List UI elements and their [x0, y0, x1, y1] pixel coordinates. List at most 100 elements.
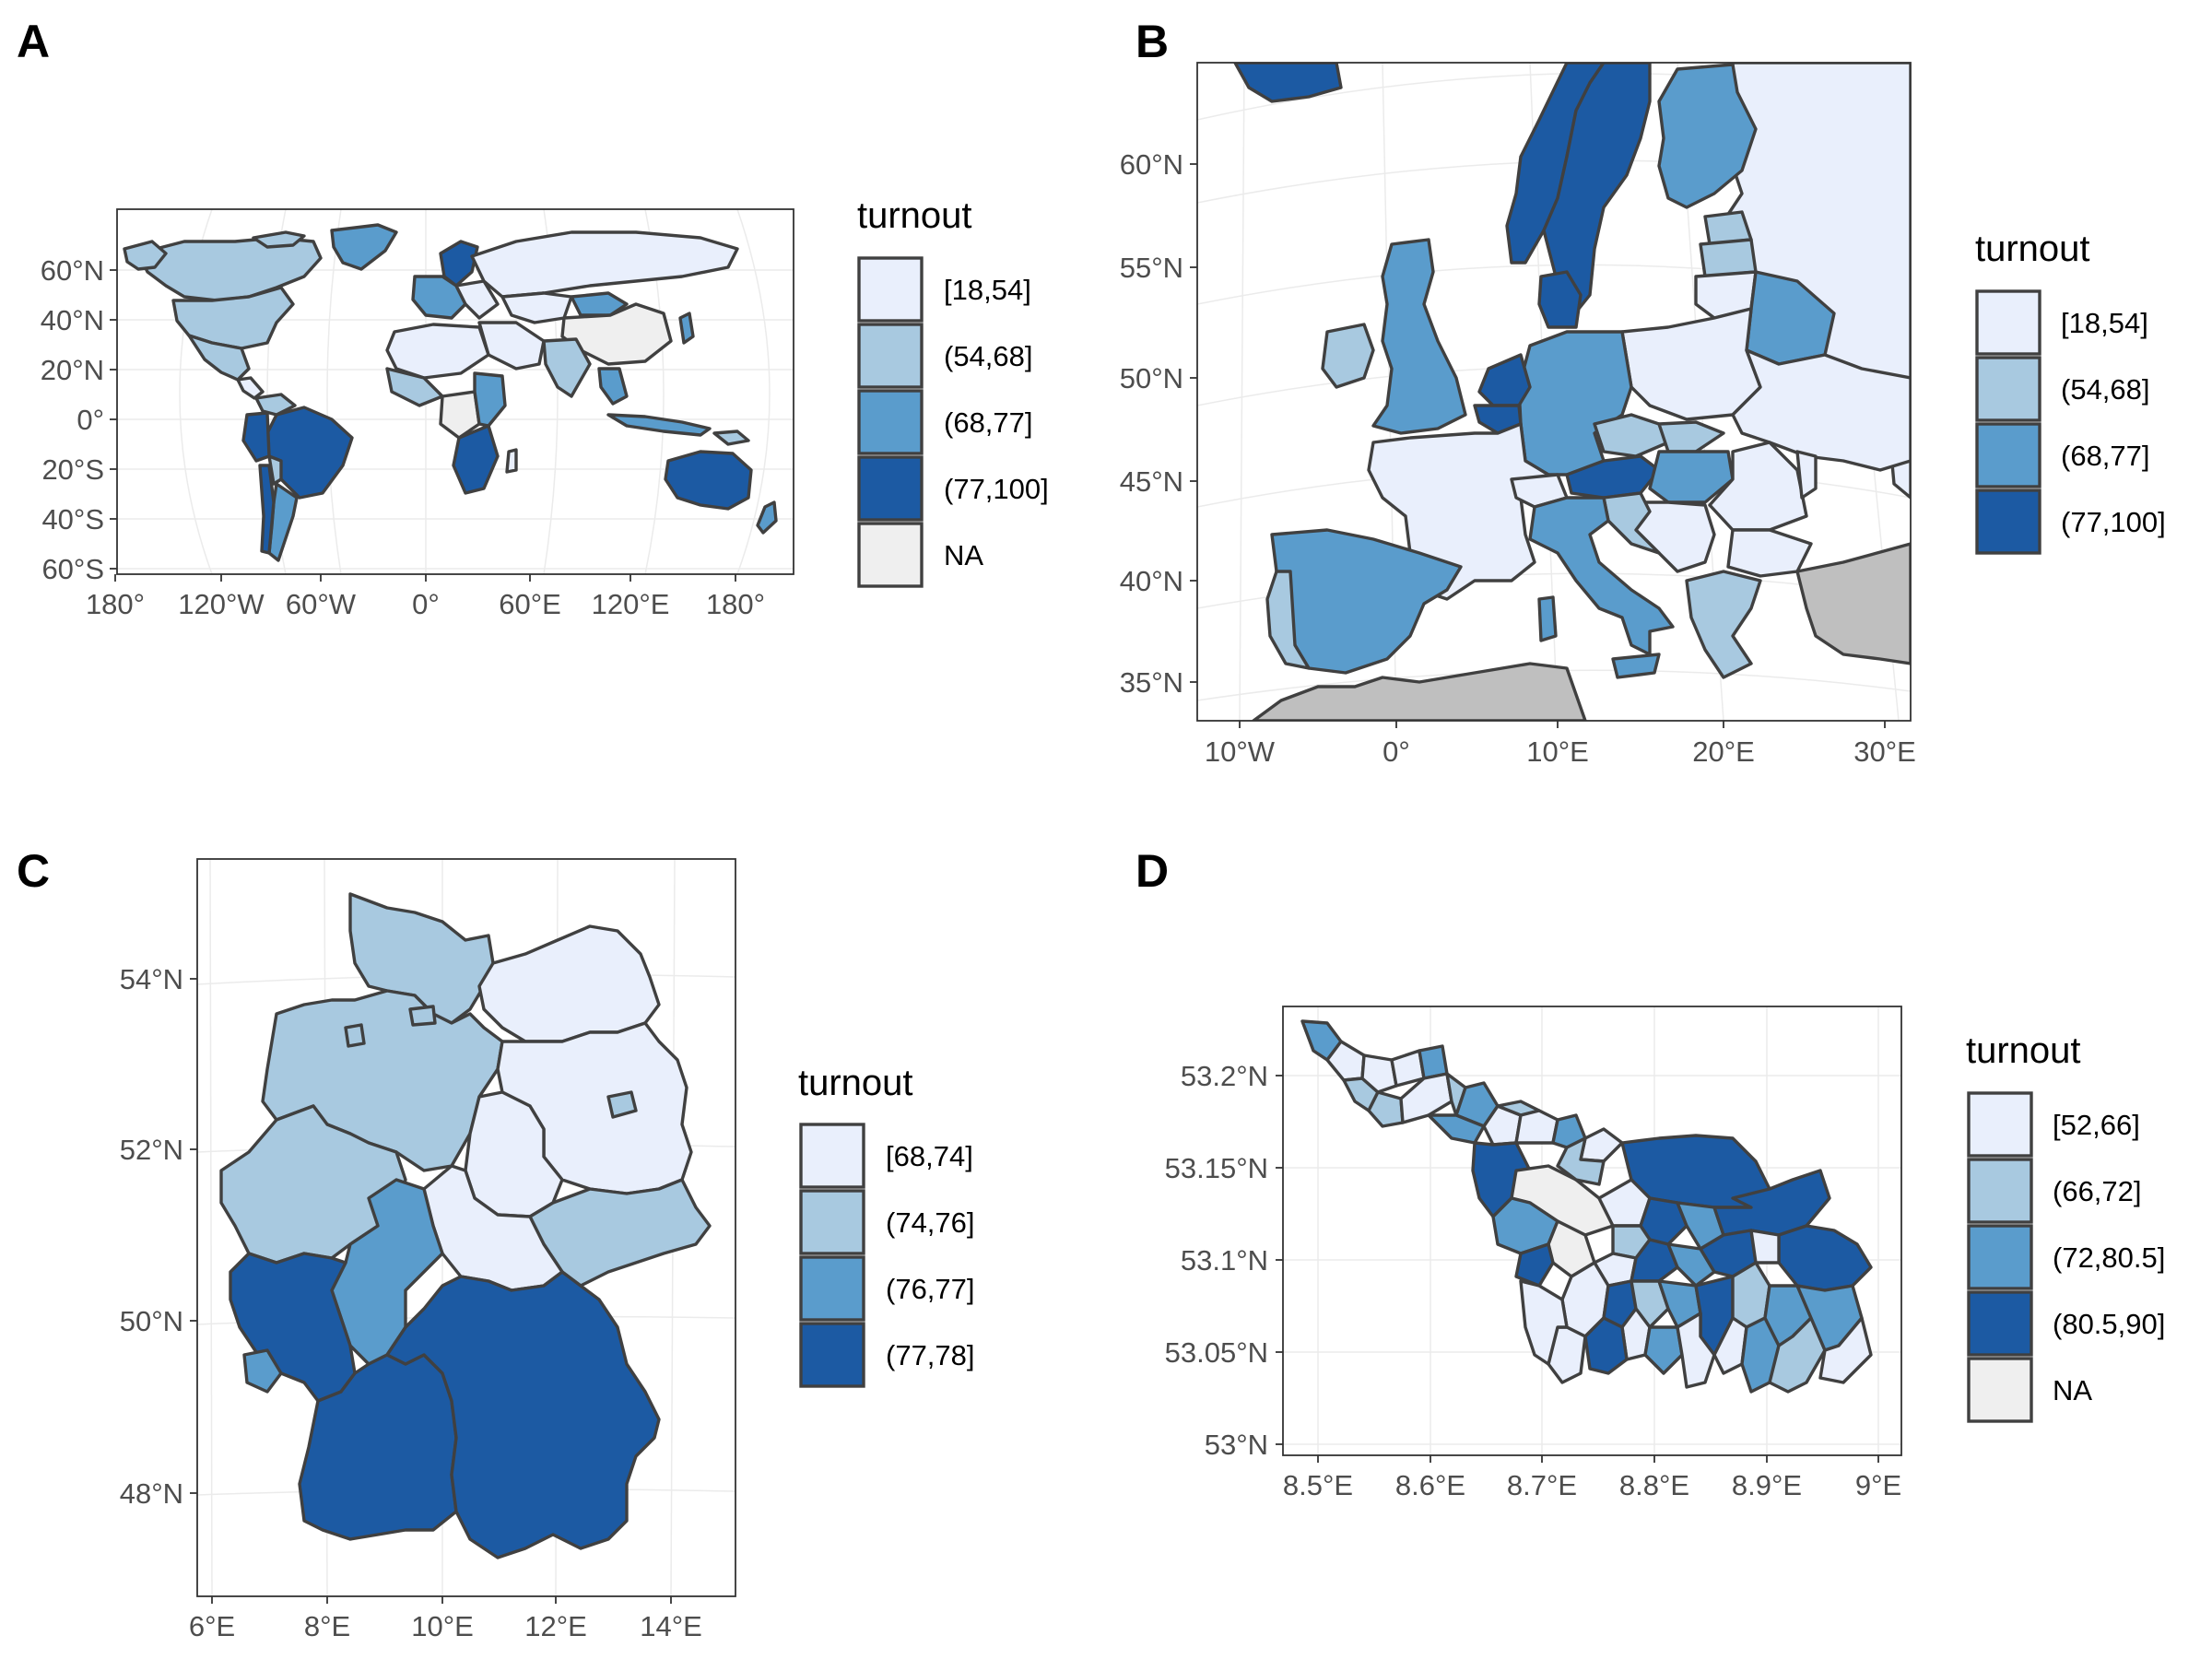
- state-bremen: [344, 1023, 366, 1048]
- legend-label: (66,72]: [2053, 1175, 2142, 1207]
- x-tick-label: 20°E: [1692, 735, 1755, 768]
- x-tick-label: 10°W: [1205, 735, 1276, 768]
- map-world: [117, 209, 794, 574]
- region-central-africa: [439, 390, 481, 440]
- legend-swatch: [1967, 1158, 2033, 1224]
- x-tick-label: 180°: [86, 588, 145, 620]
- y-tick-label: 50°N: [1120, 362, 1183, 394]
- region-southeast-asia: [597, 367, 629, 406]
- y-tick-label: 40°N: [41, 304, 104, 336]
- y-tick-label: 40°N: [1120, 565, 1183, 597]
- legend-swatch: [1967, 1290, 2033, 1357]
- x-tick-label: 10°E: [411, 1610, 474, 1642]
- legend-label: (77,78]: [886, 1339, 975, 1371]
- x-tick-label: 10°E: [1526, 735, 1589, 768]
- legend: turnout [68,74] (74,76] (76,77] (77,78]: [798, 1063, 975, 1388]
- panel-letter: B: [1135, 16, 1169, 67]
- x-axis: 6°E 8°E 10°E 12°E 14°E: [189, 1596, 702, 1642]
- legend-label: (54,68]: [944, 340, 1033, 372]
- x-tick-label: 14°E: [640, 1610, 702, 1642]
- region-sicily: [1611, 653, 1661, 679]
- y-tick-label: 55°N: [1120, 252, 1183, 284]
- region-australia: [664, 450, 753, 511]
- x-tick-label: 12°E: [524, 1610, 587, 1642]
- x-axis: 180° 120°W 60°W 0° 60°E 120°E 180°: [86, 574, 765, 620]
- region-bolivia: [267, 454, 283, 486]
- legend-swatch: [799, 1322, 865, 1388]
- panel-letter: A: [17, 16, 50, 67]
- x-tick-label: 8.8°E: [1619, 1469, 1689, 1501]
- region-finland: [1657, 63, 1758, 209]
- legend-swatch: [799, 1123, 865, 1189]
- region-canada: [136, 236, 323, 302]
- panel-b: B: [1120, 16, 2166, 768]
- y-tick-label: 53.1°N: [1181, 1244, 1268, 1277]
- x-axis: 10°W 0° 10°E 20°E 30°E: [1205, 721, 1916, 768]
- region-iceland: [1233, 63, 1343, 103]
- district: [1777, 1224, 1873, 1292]
- state-hamburg: [408, 1005, 437, 1027]
- region-turkey: [1795, 542, 1911, 665]
- state-bayern: [385, 1270, 661, 1559]
- map-germany: [197, 859, 735, 1596]
- legend-label: (77,100]: [2061, 506, 2166, 538]
- x-tick-label: 8.5°E: [1283, 1469, 1353, 1501]
- map-frame: [1282, 1006, 1902, 1456]
- district: [1676, 1312, 1716, 1389]
- district: [1556, 1136, 1606, 1186]
- x-tick-label: 8.7°E: [1507, 1469, 1577, 1501]
- y-axis: 60°N 40°N 20°N 0° 20°S 40°S 60°S: [41, 254, 117, 585]
- legend-label: (68,77]: [944, 406, 1033, 439]
- y-tick-label: 20°S: [41, 453, 104, 486]
- region-new-zealand: [756, 500, 778, 535]
- legend-label: (80.5,90]: [2053, 1308, 2165, 1340]
- panel-letter: C: [17, 845, 50, 897]
- legend-swatch: [1967, 1224, 2033, 1290]
- district: [1514, 1109, 1559, 1145]
- map-europe: [1197, 63, 1911, 721]
- x-tick-label: 0°: [1382, 735, 1410, 768]
- legend-title: turnout: [1966, 1030, 2081, 1071]
- region-arctic-islands: [252, 230, 306, 249]
- x-tick-label: 60°E: [499, 588, 561, 620]
- legend-label: [52,66]: [2053, 1109, 2140, 1141]
- legend-swatch: [1975, 488, 2041, 555]
- y-tick-label: 60°N: [1120, 148, 1183, 181]
- region-mongolia: [570, 291, 629, 317]
- x-tick-label: 8°E: [304, 1610, 350, 1642]
- map-frame: [196, 858, 736, 1597]
- region-north-africa: [385, 323, 490, 380]
- district: [1519, 1279, 1569, 1366]
- region-croatia: [1602, 491, 1661, 555]
- district: [1818, 1316, 1873, 1384]
- y-axis: 54°N 52°N 50°N 48°N: [120, 963, 197, 1510]
- legend-title: turnout: [857, 195, 972, 236]
- district: [1643, 1325, 1684, 1375]
- legend-title: turnout: [1975, 229, 2090, 269]
- legend: turnout [52,66] (66,72] (72,80.5] (80.5,…: [1966, 1030, 2165, 1423]
- y-axis: 53.2°N 53.15°N 53.1°N 53.05°N 53°N: [1165, 1060, 1283, 1461]
- x-tick-label: 120°E: [592, 588, 670, 620]
- legend: turnout [18,54] (54,68] (68,77] (77,100]: [1975, 229, 2166, 555]
- legend-swatch: [1967, 1357, 2033, 1423]
- region-north-africa: [1252, 662, 1587, 721]
- state-schleswig-holstein: [348, 892, 495, 1025]
- region-southern-africa: [452, 424, 500, 495]
- region-indonesia: [606, 413, 712, 437]
- x-tick-label: 6°E: [189, 1610, 235, 1642]
- state-saarland: [242, 1348, 283, 1394]
- y-tick-label: 53.05°N: [1165, 1336, 1268, 1369]
- region-greenland: [330, 223, 398, 271]
- legend-swatch: [1975, 289, 2041, 356]
- state-berlin: [606, 1090, 638, 1119]
- x-tick-label: 8.6°E: [1395, 1469, 1465, 1501]
- region-venezuela: [254, 393, 297, 417]
- region-eastern-europe: [454, 279, 500, 320]
- map-frame: [116, 208, 794, 575]
- district: [1630, 1279, 1670, 1329]
- y-tick-label: 52°N: [120, 1134, 183, 1166]
- region-moldova: [1795, 450, 1818, 500]
- legend-swatch: [857, 455, 924, 522]
- x-tick-label: 30°E: [1853, 735, 1916, 768]
